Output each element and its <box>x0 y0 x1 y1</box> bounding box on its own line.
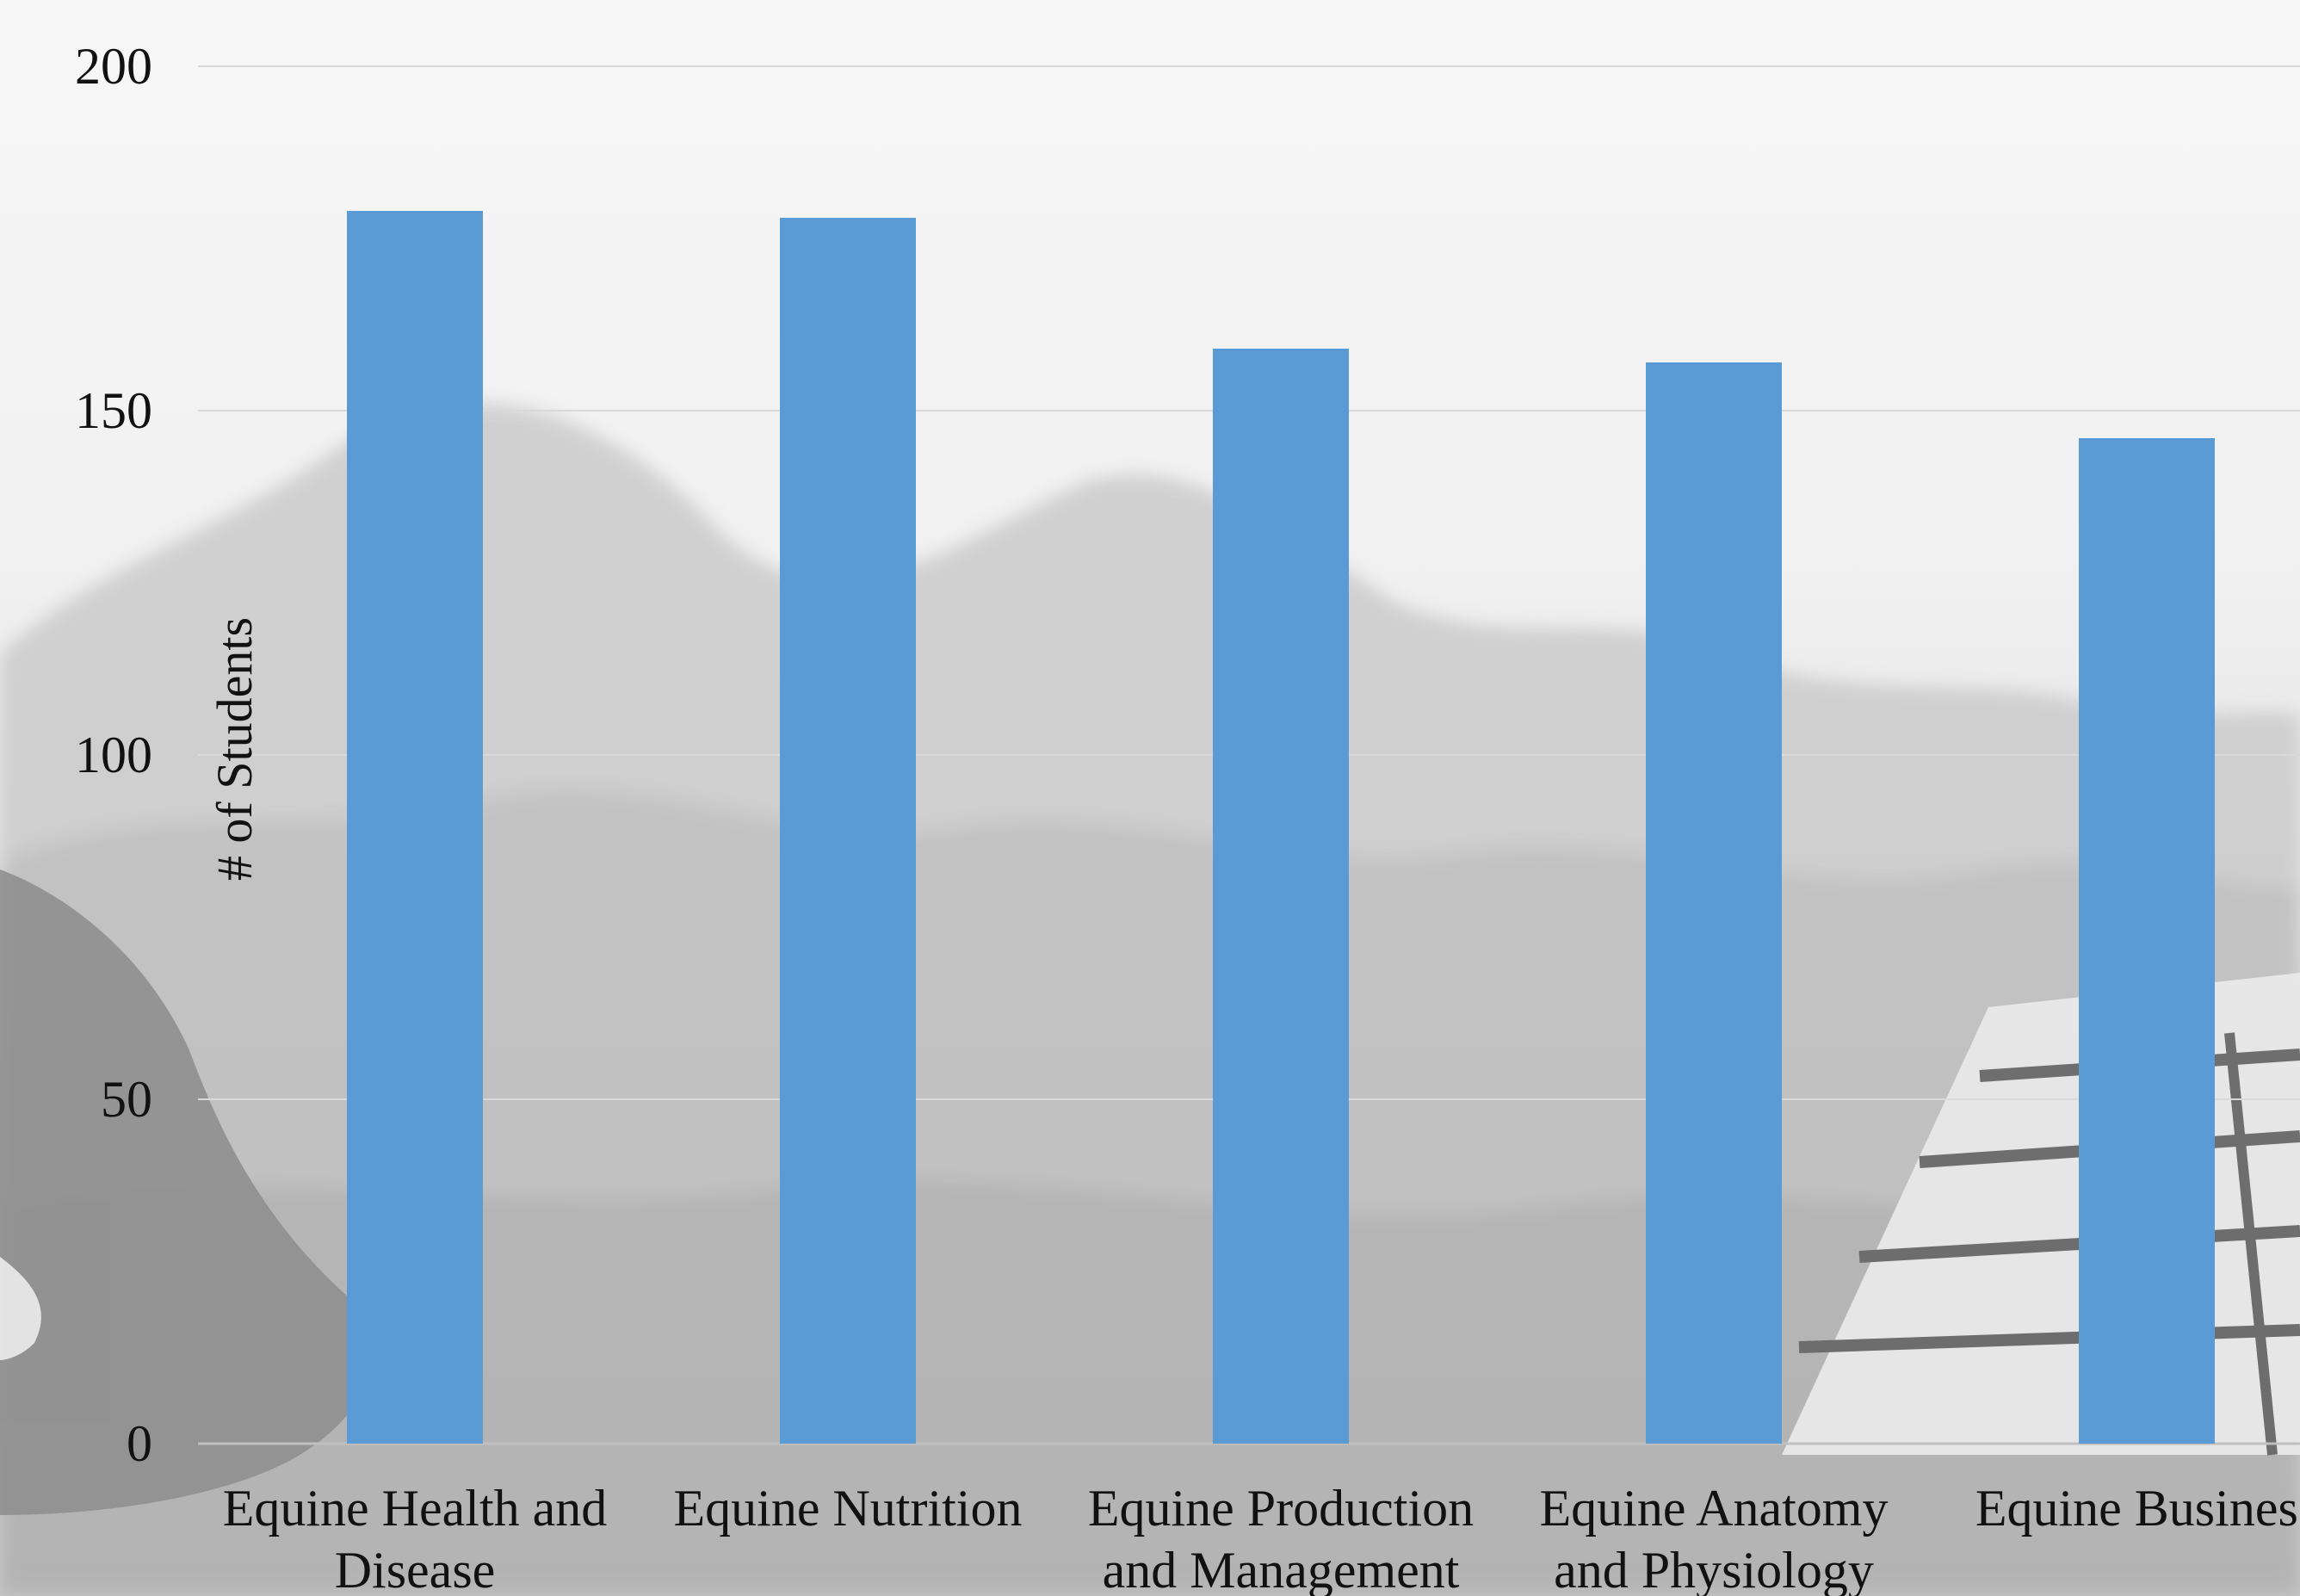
x-axis-categories: Equine Health and Disease Equine Nutrition… <box>223 1480 2300 1596</box>
bars <box>347 211 2215 1444</box>
y-tick-label: 50 <box>101 1071 152 1128</box>
bar <box>2079 438 2215 1444</box>
y-tick-label: 200 <box>75 38 152 95</box>
y-tick-label: 100 <box>75 727 152 783</box>
y-axis-ticks: 0 50 100 150 200 <box>75 38 152 1472</box>
x-category-label: Equine Business <box>1975 1480 2300 1537</box>
x-category-label: Equine Health and Disease <box>223 1480 608 1596</box>
horse-silhouette <box>0 869 377 1515</box>
y-tick-label: 150 <box>75 382 152 439</box>
y-tick-label: 0 <box>127 1415 152 1472</box>
bar <box>1646 362 1782 1444</box>
x-category-label: Equine Production and Management <box>1088 1480 1474 1596</box>
x-category-label: Equine Nutrition <box>674 1480 1023 1537</box>
bar <box>1213 349 1349 1444</box>
y-axis-label: # of Students <box>207 617 263 881</box>
bar <box>780 218 916 1444</box>
x-category-label: Equine Anatomy and Physiology <box>1540 1480 1889 1596</box>
bar <box>347 211 483 1444</box>
